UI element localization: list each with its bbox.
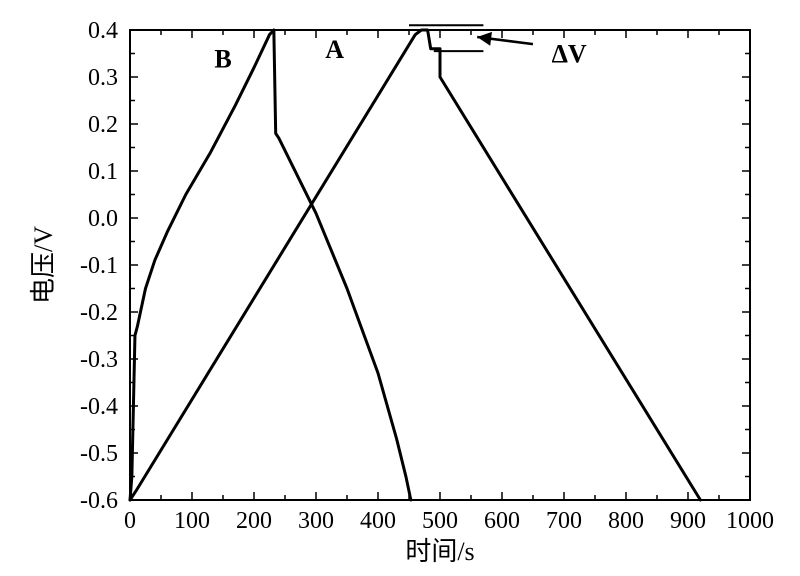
y-tick-label: 0.3	[88, 65, 118, 91]
y-tick-label: 0.4	[88, 18, 118, 44]
x-tick-label: 0	[124, 508, 136, 534]
y-tick-label: -0.4	[80, 394, 118, 420]
series-A	[130, 30, 700, 500]
x-tick-label: 400	[360, 508, 396, 534]
x-tick-label: 800	[608, 508, 644, 534]
x-axis-label: 时间/s	[405, 537, 474, 566]
delta-v-arrowhead	[477, 32, 492, 46]
x-tick-label: 100	[174, 508, 210, 534]
x-tick-label: 1000	[726, 508, 774, 534]
y-axis-label: 电压/V	[29, 226, 58, 304]
y-tick-label: -0.5	[80, 441, 118, 467]
series-label-A: A	[325, 35, 344, 64]
y-tick-label: 0.1	[88, 159, 118, 185]
delta-v-label: ΔV	[552, 40, 587, 69]
chart-svg: 0 100 200 300 400 500 600 700 800 900 1000 时间/s -0.6…	[0, 0, 800, 576]
x-tick-label: 600	[484, 508, 520, 534]
chart-container: { "chart": { "type": "line", "width": 80…	[0, 0, 800, 576]
y-tick-label: -0.6	[80, 488, 118, 514]
series-label-B: B	[214, 45, 231, 74]
y-tick-label: -0.1	[80, 253, 118, 279]
x-tick-label: 200	[236, 508, 272, 534]
x-tick-label: 500	[422, 508, 458, 534]
x-tick-label: 700	[546, 508, 582, 534]
x-tick-label: 900	[670, 508, 706, 534]
y-tick-label: -0.3	[80, 347, 118, 373]
y-tick-label: -0.2	[80, 300, 118, 326]
y-tick-label: 0.2	[88, 112, 118, 138]
x-tick-label: 300	[298, 508, 334, 534]
y-tick-label: 0.0	[88, 206, 118, 232]
